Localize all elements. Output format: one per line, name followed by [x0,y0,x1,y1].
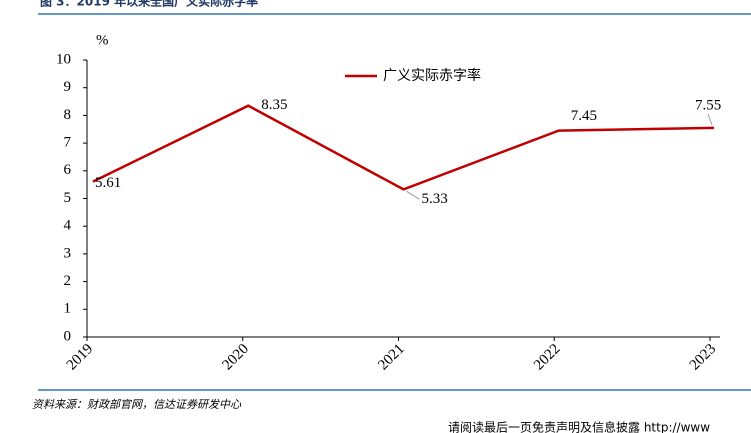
y-tick-label: 4 [64,218,72,234]
y-tick-label: 8 [64,107,72,123]
y-tick-label: 3 [64,245,72,261]
leader-line [406,190,420,200]
y-unit: % [96,32,109,48]
y-tick-label: 6 [64,162,72,178]
data-label: 5.33 [422,191,448,207]
y-tick-label: 5 [64,190,72,206]
legend-label: 广义实际赤字率 [383,67,481,84]
y-tick-label: 10 [56,51,71,67]
y-tick-label: 2 [64,273,72,289]
y-tick-label: 0 [64,328,72,344]
x-tick-label: 2021 [375,341,408,374]
x-tick-label: 2023 [687,341,720,374]
data-label: 5.61 [95,175,121,191]
data-label: 8.35 [261,97,287,113]
x-tick-label: 2019 [64,341,97,374]
chart-title: 图 3：2019 年以来全国广义实际赤字率 [40,0,258,9]
data-label: 7.45 [571,108,597,124]
data-label: 7.55 [695,97,721,113]
y-tick-label: 9 [64,79,72,95]
source-note: 资料来源：财政部官网，信达证券研发中心 [32,398,242,411]
footer-note: 请阅读最后一页免责声明及信息披露 http://www [448,420,710,433]
x-tick-label: 2022 [531,341,564,374]
y-tick-label: 7 [64,135,72,151]
x-tick-label: 2020 [219,341,252,374]
leader-line [707,113,713,126]
y-tick-label: 1 [64,301,72,317]
data-line [92,104,715,191]
